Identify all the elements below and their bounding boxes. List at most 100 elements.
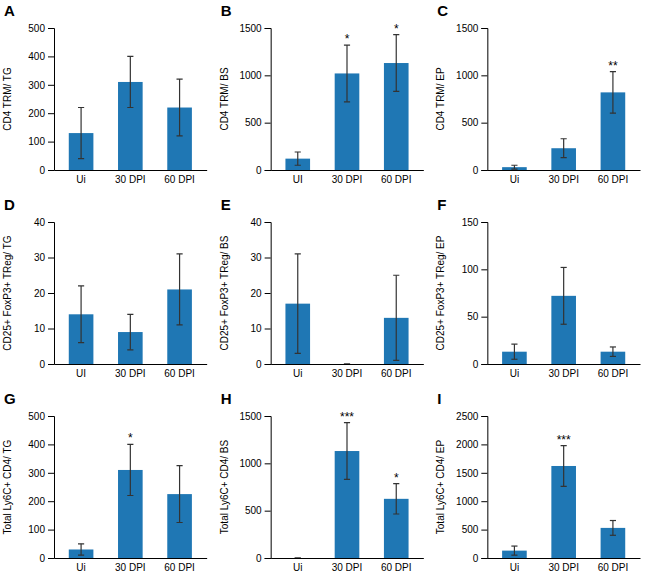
y-tick: 10 bbox=[251, 323, 271, 334]
error-bar-cap bbox=[78, 342, 84, 343]
error-bar-stem bbox=[563, 139, 564, 158]
error-bar-cap bbox=[177, 79, 183, 80]
panel-label: H bbox=[221, 390, 232, 407]
axis-domain bbox=[488, 364, 641, 365]
tick-mark bbox=[265, 258, 271, 259]
error-bar-cap bbox=[127, 314, 133, 315]
panel-label: A bbox=[4, 2, 15, 19]
y-axis: 0100200300400500 bbox=[28, 411, 54, 564]
x-tick: UI bbox=[76, 364, 86, 379]
axis-domain bbox=[271, 558, 424, 559]
y-tick: 1500 bbox=[456, 23, 487, 34]
tick-label: 1000 bbox=[239, 70, 262, 81]
error-bar-stem bbox=[179, 254, 180, 325]
y-tick: 0 bbox=[256, 359, 271, 370]
tick-label: 2000 bbox=[456, 439, 479, 450]
x-tick: 30 DPI bbox=[548, 170, 579, 185]
y-axis-label: CD25+ FoxP3+ TReg/ BS bbox=[219, 235, 230, 350]
tick-mark bbox=[481, 123, 487, 124]
error-bar-cap bbox=[295, 253, 301, 254]
x-tick: Ui bbox=[293, 364, 302, 379]
x-axis: Ui30 DPI60 DPI bbox=[488, 364, 641, 379]
y-tick: 400 bbox=[28, 51, 54, 62]
axis-domain bbox=[488, 170, 641, 171]
y-tick: 30 bbox=[251, 252, 271, 263]
plot-area bbox=[295, 423, 409, 558]
error-bar-stem bbox=[130, 56, 131, 107]
tick-label: 300 bbox=[28, 80, 45, 91]
error-bar-stem bbox=[612, 72, 613, 114]
tick-label: UI bbox=[293, 174, 303, 185]
tick-label: 100 bbox=[28, 524, 45, 535]
tick-label: 40 bbox=[34, 217, 46, 228]
tick-mark bbox=[481, 28, 487, 29]
tick-label: 500 bbox=[28, 23, 45, 34]
tick-mark bbox=[265, 170, 271, 171]
error-bar-cap bbox=[177, 324, 183, 325]
tick-label: 1000 bbox=[239, 458, 262, 469]
x-tick: 30 DPI bbox=[115, 558, 146, 573]
y-tick: 0 bbox=[256, 165, 271, 176]
x-tick: 30 DPI bbox=[332, 558, 363, 573]
tick-label: 500 bbox=[28, 411, 45, 422]
tick-label: 30 DPI bbox=[115, 174, 146, 185]
axis-domain bbox=[48, 417, 55, 559]
error-bar-cap bbox=[78, 285, 84, 286]
error-bar-stem bbox=[297, 152, 298, 165]
tick-mark bbox=[265, 463, 271, 464]
tick-label: 100 bbox=[462, 264, 479, 275]
axis-domain bbox=[48, 29, 55, 171]
error-bar-cap bbox=[295, 557, 301, 558]
error-bar-cap bbox=[393, 275, 399, 276]
tick-label: Ui bbox=[293, 368, 302, 379]
tick-label: 0 bbox=[256, 165, 262, 176]
tick-mark bbox=[48, 28, 54, 29]
error-bar-cap bbox=[177, 135, 183, 136]
error-bar-stem bbox=[612, 347, 613, 356]
error-bar bbox=[393, 484, 399, 514]
error-bar-cap bbox=[177, 522, 183, 523]
tick-label: 400 bbox=[28, 439, 45, 450]
figure: 0100200300400500Ui30 DPI60 DPIACD4 TRM/ … bbox=[0, 0, 650, 582]
tick-mark bbox=[48, 142, 54, 143]
tick-label: 30 DPI bbox=[548, 368, 579, 379]
tick-label: 0 bbox=[39, 553, 45, 564]
error-bar-cap bbox=[344, 101, 350, 102]
plot-area bbox=[502, 446, 625, 558]
y-tick: 2000 bbox=[456, 439, 487, 450]
y-tick: 10 bbox=[34, 323, 54, 334]
error-bar bbox=[78, 544, 84, 555]
x-tick: 30 DPI bbox=[332, 364, 363, 379]
x-axis: Ui30 DPI60 DPI bbox=[55, 170, 208, 185]
tick-mark bbox=[265, 416, 271, 417]
panel-label: B bbox=[221, 2, 232, 19]
tick-label: 150 bbox=[462, 217, 479, 228]
panel: 010203040UI30 DPI60 DPIDCD25+ FoxP3+ TRe… bbox=[2, 196, 207, 379]
tick-label: 1500 bbox=[456, 468, 479, 479]
y-tick: 1000 bbox=[239, 70, 270, 81]
error-bar-stem bbox=[297, 254, 298, 353]
tick-label: 500 bbox=[245, 505, 262, 516]
error-bar-stem bbox=[179, 79, 180, 136]
error-bar-stem bbox=[514, 546, 515, 555]
panel-label: C bbox=[437, 2, 448, 19]
y-axis: 050010001500 bbox=[239, 411, 271, 564]
y-tick: 0 bbox=[39, 359, 54, 370]
tick-mark bbox=[481, 530, 487, 531]
tick-mark bbox=[48, 222, 54, 223]
x-tick: 60 DPI bbox=[381, 364, 412, 379]
x-tick: Ui bbox=[293, 558, 302, 573]
tick-mark bbox=[481, 317, 487, 318]
error-bar bbox=[344, 364, 350, 365]
y-tick: 20 bbox=[251, 288, 271, 299]
error-bar bbox=[610, 72, 616, 114]
y-axis-label: CD4 TRM/ EP bbox=[435, 67, 446, 130]
x-axis: Ui30 DPI60 DPI bbox=[488, 558, 641, 573]
y-tick: 300 bbox=[28, 80, 54, 91]
tick-label: 20 bbox=[34, 288, 46, 299]
error-bar-stem bbox=[396, 35, 397, 92]
error-bar bbox=[561, 446, 567, 487]
tick-mark bbox=[481, 501, 487, 502]
tick-label: 200 bbox=[28, 496, 45, 507]
axis-domain bbox=[481, 29, 488, 171]
